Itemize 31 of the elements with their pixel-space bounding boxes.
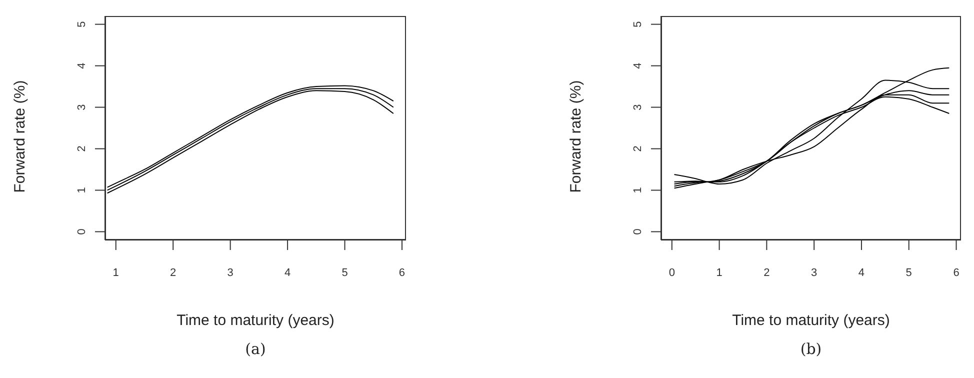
- x-tick-label: 5: [906, 266, 912, 279]
- x-tick-label: 4: [858, 266, 865, 279]
- x-tick-label: 2: [170, 266, 176, 279]
- y-tick-label: 2: [76, 146, 88, 152]
- y-tick-label: 4: [632, 62, 644, 69]
- text: (a): [244, 340, 267, 358]
- y-tick-label: 5: [76, 21, 88, 28]
- x-tick-label: 3: [227, 266, 234, 279]
- y-tick-label: 1: [76, 187, 88, 194]
- x-tick-label: 1: [716, 266, 722, 279]
- y-tick-label: 5: [632, 21, 644, 28]
- y-axis-title: Forward rate (%): [568, 79, 584, 195]
- y-tick-label: 0: [76, 228, 88, 235]
- text: (b): [799, 340, 823, 358]
- y-axis-title: Forward rate (%): [12, 79, 28, 195]
- y-tick-label: 0: [632, 228, 644, 235]
- y-tick-label: 3: [632, 104, 644, 110]
- x-tick-label: 2: [764, 266, 770, 279]
- x-tick-label: 6: [398, 266, 406, 279]
- x-tick-label: 3: [811, 266, 818, 279]
- x-tick-label: 1: [112, 266, 119, 279]
- x-tick-label: 5: [342, 266, 348, 279]
- x-tick-label: 4: [284, 266, 291, 279]
- x-axis-title: Time to maturity (years): [731, 312, 891, 329]
- y-tick-label: 4: [76, 62, 88, 69]
- x-tick-label: 0: [668, 266, 675, 279]
- y-tick-label: 1: [632, 187, 644, 194]
- x-tick-label: 6: [953, 266, 960, 279]
- x-axis-title: Time to maturity (years): [176, 312, 336, 329]
- y-tick-label: 3: [76, 104, 88, 110]
- y-tick-label: 2: [632, 146, 644, 152]
